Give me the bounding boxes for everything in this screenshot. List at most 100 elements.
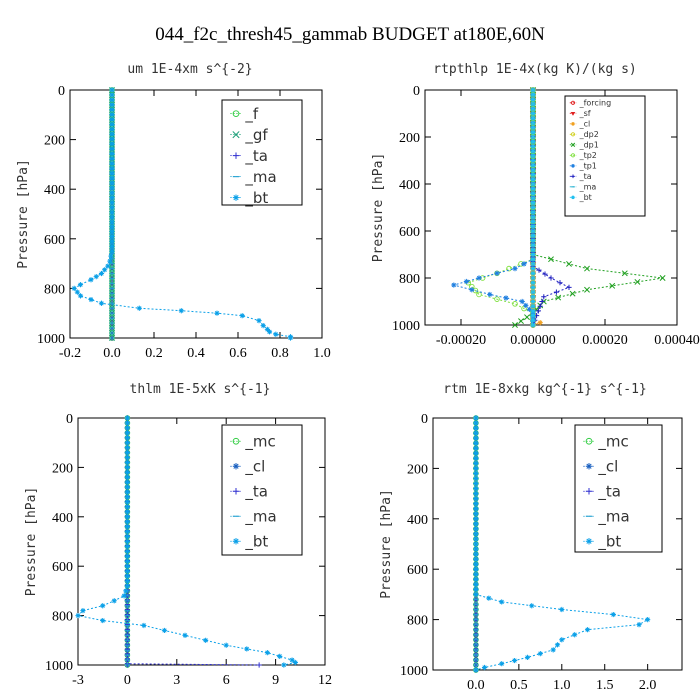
series-bt (530, 87, 536, 328)
y-tick-label: 400 (399, 178, 420, 193)
data-point (530, 308, 536, 314)
data-point (530, 120, 536, 126)
legend-label: _bt (597, 533, 621, 552)
y-tick-label: 600 (399, 225, 420, 240)
data-point (473, 430, 479, 436)
data-point (109, 131, 115, 137)
chart-panel-2: rtpthlp 1E-4x(kg K)/(kg s) 0 200 400 600 800 1… (371, 62, 700, 348)
data-point (109, 199, 115, 205)
data-point (473, 667, 479, 673)
data-point (108, 253, 114, 259)
data-point (473, 445, 479, 451)
y-tick-label: 600 (44, 233, 65, 248)
data-point (109, 97, 115, 103)
legend-marker (571, 122, 575, 126)
data-point (71, 285, 77, 291)
legend-box (574, 424, 663, 553)
chart-panel-3: thlm 1E-5xK s^{-1} 0 200 400 600 800 1000-3 0 3 6… (24, 382, 332, 688)
data-point (530, 148, 536, 154)
data-point (124, 489, 130, 495)
data-point (503, 295, 509, 301)
data-point (523, 302, 529, 309)
data-point (124, 415, 130, 421)
x-tick-label: 12 (318, 673, 332, 688)
data-point (121, 593, 127, 599)
y-tick-label: 600 (407, 563, 428, 578)
data-point (109, 189, 115, 196)
data-point (124, 533, 130, 540)
data-point (123, 588, 129, 594)
data-point (260, 323, 266, 329)
data-point (292, 659, 298, 666)
plot-frame (432, 417, 683, 671)
data-point (530, 219, 536, 225)
series-line (514, 90, 663, 326)
data-point (473, 546, 479, 552)
data-point (264, 326, 270, 332)
chart-panel-1: um 1E-4xm s^{-2} 0 200 400 600 800 1000-0.2 0.0… (16, 62, 331, 361)
x-tick-label: 0.00000 (510, 333, 556, 348)
data-point (178, 308, 184, 314)
panel-title: rtpthlp 1E-4x(kg K)/(kg s) (433, 62, 637, 77)
x-tick-label: -0.2 (59, 346, 81, 361)
data-point (124, 509, 130, 515)
data-point (273, 331, 279, 337)
data-point (473, 521, 479, 527)
data-point (289, 657, 295, 663)
legend-label: _ta (244, 147, 268, 166)
data-point (124, 578, 130, 584)
data-point (109, 209, 115, 215)
legend-label: _tp1 (579, 162, 597, 171)
data-point (553, 289, 559, 295)
legend-marker (571, 174, 575, 179)
data-point (124, 563, 130, 569)
data-point (530, 270, 536, 276)
data-point (109, 160, 115, 166)
data-point (530, 284, 536, 290)
legend-label: _bt (579, 193, 592, 202)
legend-marker (232, 437, 240, 445)
legend-marker (232, 110, 240, 117)
data-point (109, 229, 115, 235)
data-point (80, 608, 86, 614)
data-point (281, 662, 287, 668)
data-point (530, 247, 536, 253)
data-point (609, 282, 616, 289)
panel-title: thlm 1E-5xK s^{-1} (130, 382, 271, 397)
data-point (521, 305, 527, 312)
data-point (473, 480, 479, 487)
data-point (530, 172, 536, 178)
data-point (109, 214, 115, 220)
data-point (100, 617, 106, 624)
data-point (636, 622, 642, 628)
y-tick-label: 400 (44, 183, 65, 198)
figure-title: 044_f2c_thresh45_gammab BUDGET at180E,60… (155, 24, 545, 45)
x-tick-label: 0.6 (229, 346, 247, 361)
data-point (473, 536, 479, 542)
panel-title: rtm 1E-8xkg kg^{-1} s^{-1} (443, 382, 647, 397)
data-point (519, 298, 525, 305)
data-point (473, 551, 479, 557)
data-point (530, 242, 536, 248)
data-point (494, 296, 500, 302)
data-point (473, 541, 479, 547)
data-point (141, 622, 147, 629)
x-tick-label: -3 (72, 673, 84, 688)
data-point (98, 300, 105, 306)
data-point (530, 195, 536, 201)
data-point (111, 598, 117, 604)
data-point (473, 511, 479, 517)
y-tick-label: 800 (44, 282, 65, 297)
y-tick-label: 800 (399, 272, 420, 287)
data-point (109, 219, 115, 225)
data-point (530, 322, 536, 328)
data-point (256, 318, 262, 324)
data-point (124, 538, 130, 545)
data-point (100, 603, 106, 609)
data-point (124, 484, 130, 490)
data-point (659, 275, 666, 281)
y-tick-label: 200 (44, 134, 65, 149)
data-point (530, 129, 536, 135)
data-point (124, 474, 130, 480)
